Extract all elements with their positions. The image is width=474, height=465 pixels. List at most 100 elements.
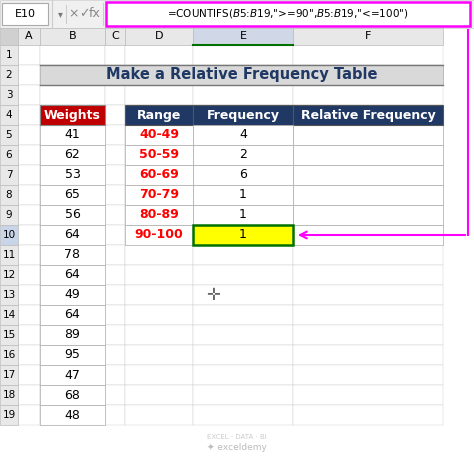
Text: 90-100: 90-100 [135, 228, 183, 241]
Bar [105, 405, 125, 425]
Text: B: B [69, 32, 76, 41]
Text: 3: 3 [6, 90, 12, 100]
Bar [125, 105, 193, 125]
Bar [106, 2, 470, 26]
Bar [293, 28, 443, 45]
Bar [0, 28, 18, 45]
Text: ×: × [69, 7, 79, 20]
Bar [40, 345, 105, 365]
Bar [105, 85, 125, 105]
Bar [0, 125, 18, 145]
Bar [0, 325, 18, 345]
Bar [193, 205, 293, 225]
Bar [125, 165, 193, 185]
Text: 60-69: 60-69 [139, 168, 179, 181]
Bar [40, 305, 105, 325]
Bar [40, 105, 105, 125]
Bar [125, 225, 193, 245]
Text: 64: 64 [64, 228, 81, 241]
Bar [125, 125, 193, 145]
Bar [293, 285, 443, 305]
Bar [193, 225, 293, 245]
Bar [125, 165, 193, 185]
Bar [105, 45, 125, 65]
Bar [18, 145, 40, 165]
Bar [293, 165, 443, 185]
Bar [125, 185, 193, 205]
Bar [40, 65, 443, 85]
Bar [40, 225, 105, 245]
Bar [18, 365, 40, 385]
Text: 1: 1 [239, 208, 247, 221]
Bar [193, 405, 293, 425]
Text: 95: 95 [64, 348, 81, 361]
Bar [105, 385, 125, 405]
Bar [105, 145, 125, 165]
Text: 15: 15 [2, 330, 16, 340]
Bar [125, 365, 193, 385]
Bar [18, 85, 40, 105]
Text: 47: 47 [64, 368, 81, 381]
Bar [193, 125, 293, 145]
Bar [18, 28, 40, 45]
Bar [0, 245, 18, 265]
Bar [193, 45, 293, 65]
Bar [40, 345, 105, 365]
Bar [40, 125, 105, 145]
Bar [193, 245, 293, 265]
Bar [40, 285, 105, 305]
Bar [105, 365, 125, 385]
Bar [0, 265, 18, 285]
Text: 18: 18 [2, 390, 16, 400]
Text: F: F [365, 32, 371, 41]
Bar [0, 405, 18, 425]
Bar [105, 265, 125, 285]
Bar [40, 165, 105, 185]
Bar [193, 365, 293, 385]
Text: 78: 78 [64, 248, 81, 261]
Text: 11: 11 [2, 250, 16, 260]
Bar [125, 325, 193, 345]
Bar [193, 185, 293, 205]
Text: 50-59: 50-59 [139, 148, 179, 161]
Bar [293, 185, 443, 205]
Bar [40, 45, 105, 65]
Bar [40, 28, 105, 45]
Bar [293, 225, 443, 245]
Bar [193, 145, 293, 165]
Text: 1: 1 [6, 50, 12, 60]
Text: 17: 17 [2, 370, 16, 380]
Bar [0, 305, 18, 325]
Bar [40, 365, 105, 385]
Bar [193, 165, 293, 185]
Bar [18, 125, 40, 145]
Bar [40, 185, 105, 205]
Text: Frequency: Frequency [207, 108, 280, 121]
Bar [0, 145, 18, 165]
Bar [293, 365, 443, 385]
Bar [193, 285, 293, 305]
Bar [125, 385, 193, 405]
Bar [18, 325, 40, 345]
Bar [193, 305, 293, 325]
Bar [193, 345, 293, 365]
Bar [125, 125, 193, 145]
Text: 14: 14 [2, 310, 16, 320]
Bar [193, 325, 293, 345]
Bar [293, 265, 443, 285]
Text: E: E [239, 32, 246, 41]
Bar [125, 245, 193, 265]
Bar [105, 105, 125, 125]
Text: 65: 65 [64, 188, 81, 201]
Bar [293, 345, 443, 365]
Bar [105, 305, 125, 325]
Bar [40, 145, 105, 165]
Bar [40, 285, 105, 305]
Bar [40, 145, 105, 165]
Bar [193, 165, 293, 185]
Bar [293, 325, 443, 345]
Bar [105, 65, 125, 85]
Bar [18, 205, 40, 225]
Bar [18, 305, 40, 325]
Text: 48: 48 [64, 408, 81, 421]
